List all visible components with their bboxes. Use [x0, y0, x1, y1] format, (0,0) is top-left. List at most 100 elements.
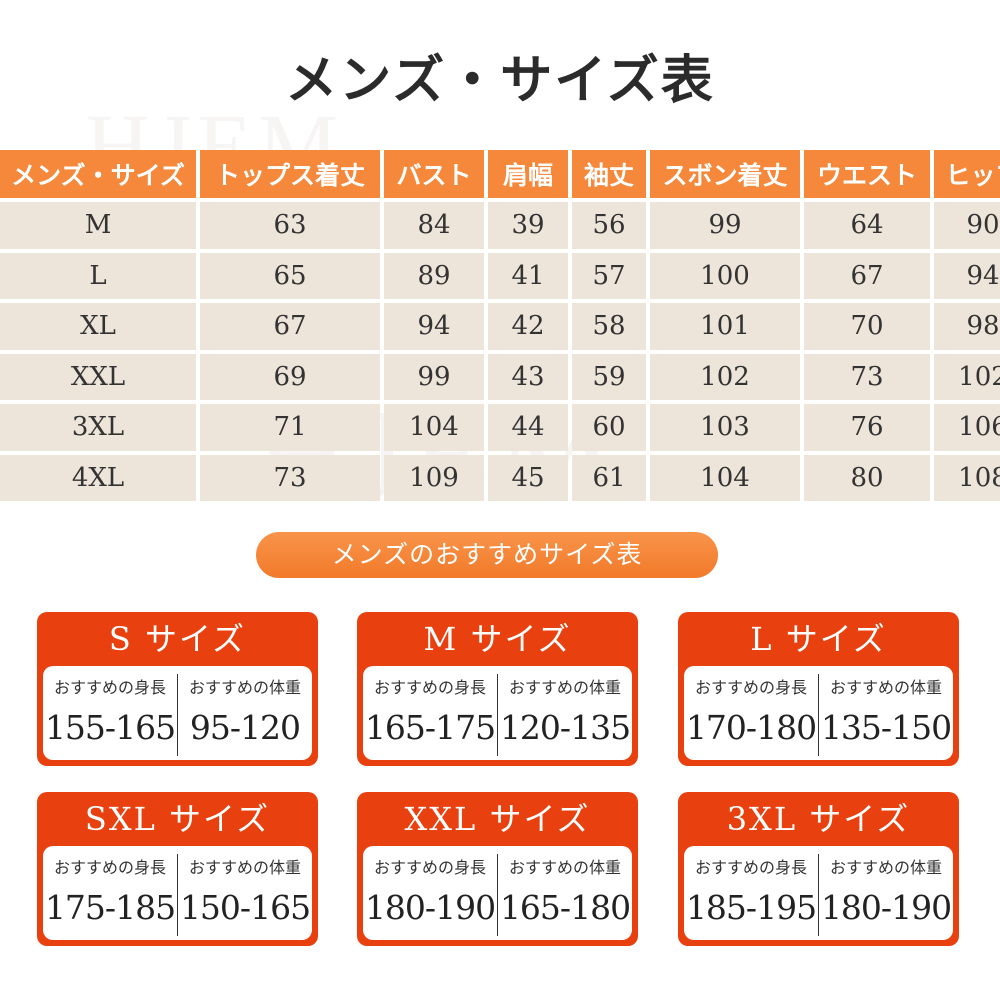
card-title: M サイズ	[423, 620, 572, 658]
table-cell: 102	[650, 353, 800, 400]
height-label: おすすめの身長	[694, 858, 807, 877]
table-cell: 106	[934, 404, 1000, 451]
weight-value: 120-135	[499, 708, 631, 747]
table-cell: 101	[650, 303, 800, 350]
divider	[177, 674, 178, 756]
weight-column: おすすめの体重 180-190	[819, 846, 953, 940]
height-value: 170-180	[685, 708, 817, 747]
table-cell: 64	[804, 202, 930, 249]
table-row: 4XL 73 109 45 61 104 80 108	[0, 454, 1000, 501]
height-column: おすすめの身長 175-185	[43, 846, 177, 940]
card-body: おすすめの身長 185-195 おすすめの体重 180-190	[684, 846, 953, 940]
divider	[818, 854, 819, 936]
column-header: ウエスト	[804, 150, 930, 198]
table-cell: 73	[200, 454, 380, 501]
table-cell: 103	[650, 404, 800, 451]
recommend-size-heading: メンズのおすすめサイズ表	[256, 532, 718, 578]
height-label: おすすめの身長	[53, 858, 166, 877]
table-cell: 104	[650, 454, 800, 501]
divider	[497, 674, 498, 756]
weight-value: 150-165	[179, 888, 311, 927]
table-cell: 59	[572, 353, 646, 400]
table-cell: 89	[384, 252, 484, 299]
table-cell: 70	[804, 303, 930, 350]
table-cell: 99	[384, 353, 484, 400]
table-cell: 94	[384, 303, 484, 350]
table-cell: 56	[572, 202, 646, 249]
table-cell: 43	[488, 353, 568, 400]
card-title: S サイズ	[108, 620, 247, 658]
weight-label: おすすめの体重	[188, 678, 301, 697]
height-value: 175-185	[44, 888, 176, 927]
weight-column: おすすめの体重 135-150	[819, 666, 953, 760]
height-value: 180-190	[364, 888, 496, 927]
table-row: XL 67 94 42 58 101 70 98	[0, 303, 1000, 350]
page-title: メンズ・サイズ表	[285, 50, 715, 111]
table-cell: 63	[200, 202, 380, 249]
table-row: XXL 69 99 43 59 102 73 102	[0, 353, 1000, 400]
height-label: おすすめの身長	[694, 678, 807, 697]
table-cell: 102	[934, 353, 1000, 400]
table-cell: 98	[934, 303, 1000, 350]
weight-column: おすすめの体重 165-180	[498, 846, 632, 940]
table-cell: 60	[572, 404, 646, 451]
card-title: 3XL サイズ	[726, 800, 911, 838]
table-cell: 90	[934, 202, 1000, 249]
card-title: SXL サイズ	[84, 800, 271, 838]
table-cell: 42	[488, 303, 568, 350]
size-card: 3XL サイズ おすすめの身長 185-195 おすすめの体重 180-190	[678, 792, 959, 946]
column-header: メンズ・サイズ	[0, 150, 196, 198]
table-cell: 61	[572, 454, 646, 501]
column-header: ヒップ	[934, 150, 1000, 198]
card-title: L サイズ	[750, 620, 887, 658]
height-label: おすすめの身長	[373, 858, 486, 877]
size-card: XXL サイズ おすすめの身長 180-190 おすすめの体重 165-180	[357, 792, 638, 946]
table-cell: 44	[488, 404, 568, 451]
table-row: M 63 84 39 56 99 64 90	[0, 202, 1000, 249]
size-card: S サイズ おすすめの身長 155-165 おすすめの体重 95-120	[37, 612, 318, 766]
table-cell: L	[0, 252, 196, 299]
table-cell: 108	[934, 454, 1000, 501]
table-cell: 65	[200, 252, 380, 299]
weight-label: おすすめの体重	[508, 858, 621, 877]
divider	[177, 854, 178, 936]
table-cell: XXL	[0, 353, 196, 400]
table-cell: 104	[384, 404, 484, 451]
height-label: おすすめの身長	[53, 678, 166, 697]
height-column: おすすめの身長 185-195	[684, 846, 818, 940]
weight-value: 95-120	[189, 708, 301, 747]
table-cell: 69	[200, 353, 380, 400]
weight-column: おすすめの体重 150-165	[178, 846, 312, 940]
height-value: 165-175	[364, 708, 496, 747]
height-column: おすすめの身長 180-190	[363, 846, 497, 940]
table-cell: 67	[804, 252, 930, 299]
table-cell: 57	[572, 252, 646, 299]
card-body: おすすめの身長 170-180 おすすめの体重 135-150	[684, 666, 953, 760]
table-row: 3XL 71 104 44 60 103 76 106	[0, 404, 1000, 451]
card-body: おすすめの身長 155-165 おすすめの体重 95-120	[43, 666, 312, 760]
table-cell: 41	[488, 252, 568, 299]
weight-value: 135-150	[820, 708, 952, 747]
height-column: おすすめの身長 170-180	[684, 666, 818, 760]
card-title: XXL サイズ	[404, 800, 591, 838]
column-header: 袖丈	[572, 150, 646, 198]
table-cell: 109	[384, 454, 484, 501]
weight-label: おすすめの体重	[829, 678, 942, 697]
table-cell: 58	[572, 303, 646, 350]
weight-column: おすすめの体重 95-120	[178, 666, 312, 760]
table-cell: 73	[804, 353, 930, 400]
card-body: おすすめの身長 180-190 おすすめの体重 165-180	[363, 846, 632, 940]
table-header-row: メンズ・サイズトップス着丈バスト肩幅袖丈スボン着丈ウエストヒップ	[0, 150, 1000, 198]
height-label: おすすめの身長	[373, 678, 486, 697]
column-header: トップス着丈	[200, 150, 380, 198]
table-row: L 65 89 41 57 100 67 94	[0, 252, 1000, 299]
height-value: 155-165	[44, 708, 176, 747]
table-cell: 39	[488, 202, 568, 249]
table-cell: 67	[200, 303, 380, 350]
table-cell: 100	[650, 252, 800, 299]
column-header: スボン着丈	[650, 150, 800, 198]
size-card: L サイズ おすすめの身長 170-180 おすすめの体重 135-150	[678, 612, 959, 766]
height-value: 185-195	[685, 888, 817, 927]
card-body: おすすめの身長 175-185 おすすめの体重 150-165	[43, 846, 312, 940]
weight-column: おすすめの体重 120-135	[498, 666, 632, 760]
